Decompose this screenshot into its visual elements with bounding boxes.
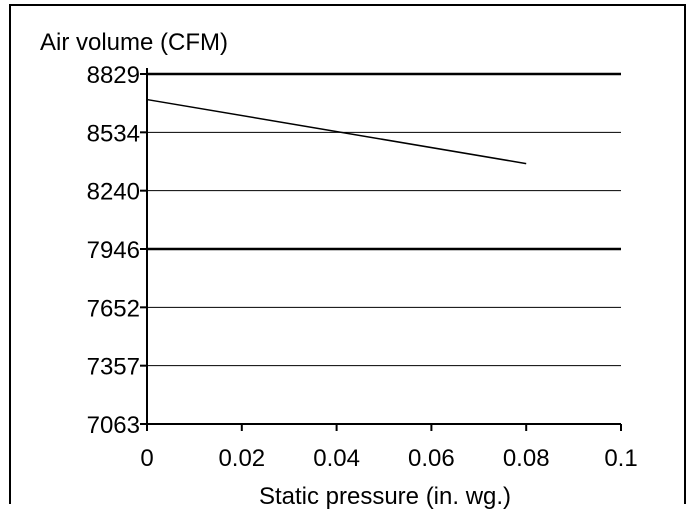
x-tick-label: 0.1 — [604, 445, 637, 472]
y-tick-label: 7652 — [87, 295, 140, 322]
y-tick-label: 7357 — [87, 354, 140, 381]
y-tick-label: 8534 — [87, 120, 140, 147]
y-tick-label: 8829 — [87, 62, 140, 89]
x-tick-label: 0 — [140, 445, 153, 472]
y-tick-labels: 7063 7357 7652 7946 8240 8534 8829 — [87, 62, 140, 439]
axes — [140, 68, 622, 431]
x-axis-label: Static pressure (in. wg.) — [259, 483, 511, 510]
chart-frame — [9, 4, 686, 504]
y-tick-label: 7063 — [87, 412, 140, 439]
series-layer — [146, 98, 527, 165]
x-tick-label: 0.04 — [313, 445, 360, 472]
x-tick-label: 0.02 — [218, 445, 265, 472]
x-tick-labels: 0 0.02 0.04 0.06 0.08 0.1 — [140, 445, 637, 472]
x-tick-label: 0.06 — [408, 445, 455, 472]
series-line-1 — [146, 98, 527, 165]
y-tick-label: 7946 — [87, 237, 140, 264]
x-tick-label: 0.08 — [503, 445, 550, 472]
grid-lines — [147, 72, 621, 367]
y-axis-label: Air volume (CFM) — [40, 29, 228, 56]
y-tick-label: 8240 — [87, 179, 140, 206]
